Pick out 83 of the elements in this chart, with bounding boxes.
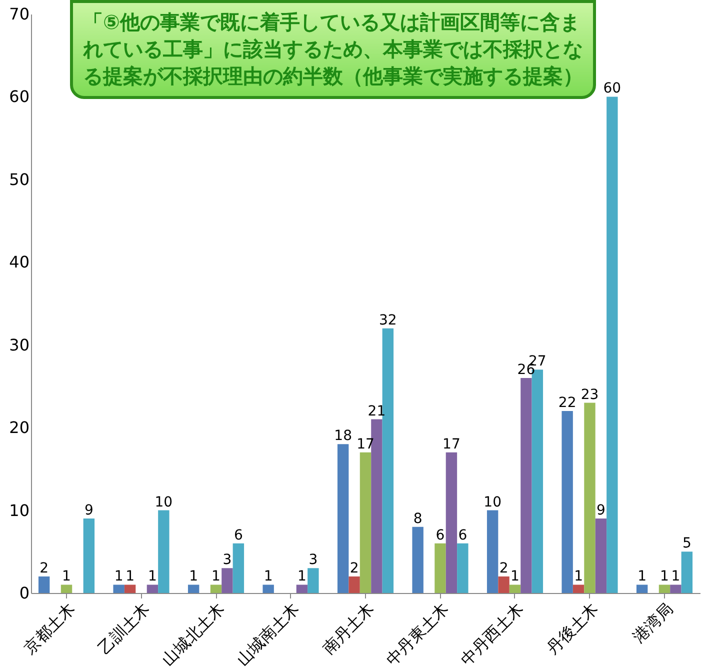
bar (595, 518, 607, 593)
bar (308, 568, 319, 593)
data-label: 2 (350, 560, 359, 576)
bar (232, 543, 244, 593)
data-label: 17 (442, 436, 460, 452)
data-label: 1 (126, 568, 135, 585)
bar (434, 543, 446, 593)
x-tick-label: 山城北土木 (158, 599, 228, 670)
data-label: 5 (682, 536, 692, 552)
data-label: 32 (379, 312, 397, 328)
y-tick-label: 70 (9, 4, 30, 24)
bar (681, 552, 693, 593)
bar (113, 584, 124, 593)
bar (572, 584, 584, 593)
bar (296, 584, 308, 593)
callout-box: 「⑤他の事業で既に着手している又は計画区間等に含まれている工事」に該当するため、本事業では不採択となる提案が不採択理由の約半数（他事業で実施する提案） (70, 0, 596, 99)
bar (520, 378, 532, 593)
data-label: 8 (413, 510, 422, 527)
bar (124, 584, 136, 593)
data-label: 6 (458, 527, 468, 544)
data-label: 22 (558, 395, 576, 412)
bar (60, 584, 72, 593)
x-tick-label: 丹後土木 (543, 599, 602, 658)
bar (83, 518, 95, 593)
y-tick-label: 50 (9, 170, 30, 189)
data-label: 1 (212, 568, 220, 585)
data-label: 60 (603, 80, 622, 97)
bar (498, 576, 510, 593)
x-tick-label: 乙訓土木 (94, 599, 154, 658)
data-label: 9 (84, 502, 94, 519)
bar (210, 584, 222, 593)
data-label: 1 (189, 568, 198, 585)
bar (562, 411, 573, 593)
data-label: 18 (334, 428, 352, 444)
data-label: 3 (308, 552, 318, 568)
data-label: 6 (436, 527, 445, 544)
bar (188, 584, 200, 593)
bar (636, 584, 648, 593)
y-tick-label: 60 (9, 87, 30, 106)
data-label: 1 (62, 568, 71, 585)
x-tick-label: 中丹東土木 (382, 599, 452, 670)
bar (38, 576, 50, 593)
bar (146, 584, 158, 593)
y-tick-label: 40 (9, 252, 30, 272)
data-label: 23 (580, 386, 599, 403)
bar (158, 510, 170, 593)
bar (360, 452, 372, 593)
x-tick-label: 港湾局 (629, 599, 677, 646)
bar (337, 444, 349, 593)
bar (412, 526, 424, 593)
x-tick-label: 南丹土木 (318, 599, 378, 658)
y-tick-label: 20 (9, 418, 30, 438)
bar (262, 584, 274, 593)
y-tick-label: 30 (9, 335, 30, 354)
data-label: 1 (638, 568, 647, 585)
data-label: 1 (148, 568, 157, 585)
bar (658, 584, 670, 593)
data-label: 1 (671, 568, 680, 585)
bar (348, 576, 360, 593)
data-label: 1 (510, 568, 520, 585)
bar (486, 510, 498, 593)
y-tick-label: 10 (9, 500, 30, 520)
data-label: 2 (40, 560, 49, 576)
data-label: 6 (234, 527, 243, 544)
data-label: 1 (114, 568, 124, 585)
data-label: 1 (660, 568, 669, 585)
bar (584, 402, 596, 593)
bar (606, 96, 618, 593)
data-label: 1 (298, 568, 306, 585)
data-label: 1 (264, 568, 273, 585)
data-label: 9 (596, 502, 606, 519)
bar (222, 568, 233, 593)
bar (446, 452, 458, 593)
data-label: 2 (499, 560, 508, 576)
bar (670, 584, 682, 593)
x-tick-label: 山城南土木 (232, 599, 303, 670)
data-label: 10 (154, 494, 173, 510)
bar (509, 584, 521, 593)
data-label: 3 (222, 552, 232, 568)
data-label: 1 (574, 568, 583, 585)
bar (457, 543, 468, 593)
data-label: 10 (484, 494, 502, 510)
x-tick-label: 中丹西土木 (457, 599, 528, 670)
